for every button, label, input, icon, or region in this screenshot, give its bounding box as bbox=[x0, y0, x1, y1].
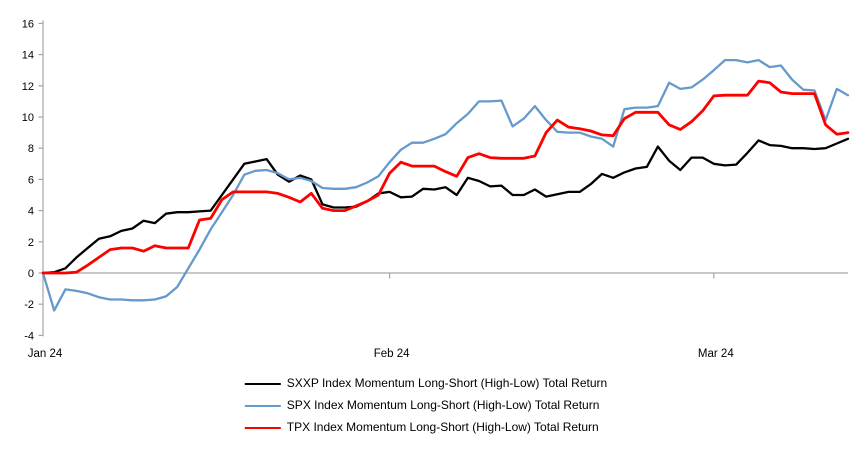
series-line-spx bbox=[41, 58, 850, 312]
series-line-sxxp bbox=[41, 137, 850, 275]
x-tick-label: Feb 24 bbox=[374, 348, 410, 360]
y-tick-label: 4 bbox=[28, 206, 34, 218]
series-line-tpx bbox=[41, 79, 850, 275]
y-tick-label: -4 bbox=[24, 330, 34, 342]
y-tick-label: 8 bbox=[28, 143, 34, 155]
y-tick-label: 12 bbox=[22, 81, 34, 93]
y-tick-label: 0 bbox=[28, 268, 34, 280]
legend-label: TPX Index Momentum Long-Short (High-Low)… bbox=[286, 420, 599, 434]
x-tick-label: Jan 24 bbox=[28, 348, 63, 360]
legend-line-swatch bbox=[244, 404, 281, 407]
y-tick-label: 16 bbox=[22, 18, 34, 30]
y-tick-label: 10 bbox=[22, 112, 34, 124]
y-tick-label: 2 bbox=[28, 237, 34, 249]
y-tick-label: 6 bbox=[28, 174, 34, 186]
y-tick-label: -2 bbox=[24, 299, 34, 311]
legend-item: TPX Index Momentum Long-Short (High-Low)… bbox=[244, 419, 607, 436]
legend-label: SPX Index Momentum Long-Short (High-Low)… bbox=[286, 398, 600, 412]
legend-line-swatch bbox=[244, 382, 281, 385]
legend-line-swatch bbox=[244, 426, 281, 429]
legend-label: SXXP Index Momentum Long-Short (High-Low… bbox=[286, 376, 608, 390]
legend-item: SXXP Index Momentum Long-Short (High-Low… bbox=[244, 375, 608, 392]
y-tick-label: 14 bbox=[22, 50, 34, 62]
legend: SXXP Index Momentum Long-Short (High-Low… bbox=[244, 375, 608, 436]
x-tick-label: Mar 24 bbox=[698, 348, 734, 360]
legend-item: SPX Index Momentum Long-Short (High-Low)… bbox=[244, 397, 607, 414]
